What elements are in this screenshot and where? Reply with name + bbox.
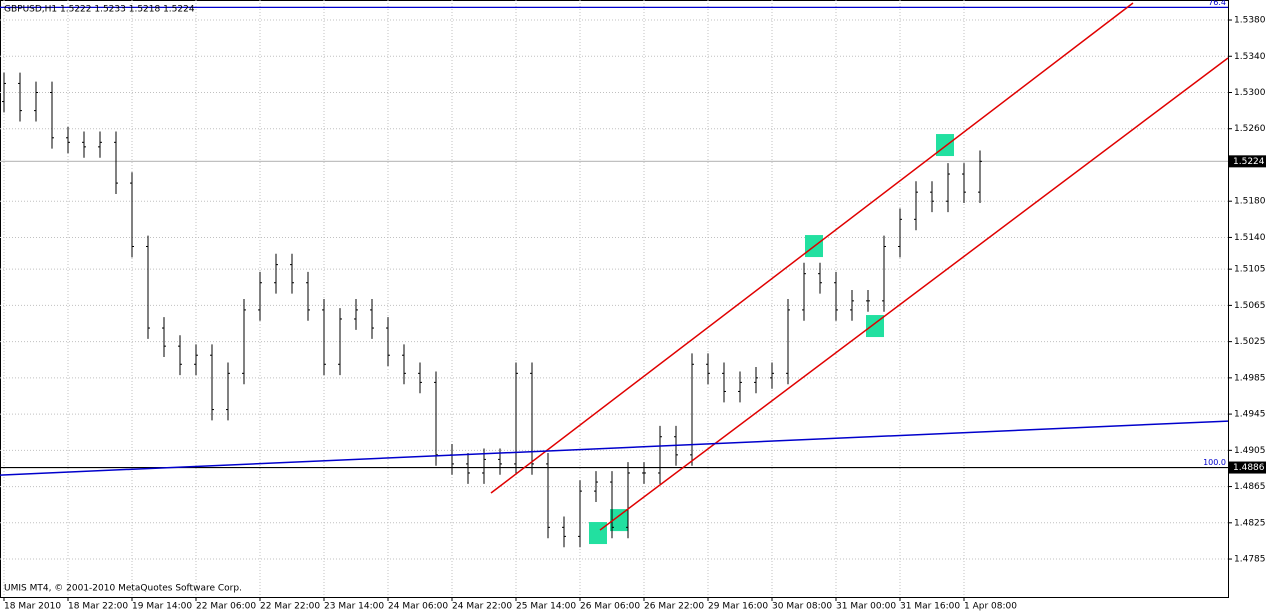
- y-tick-label: 1.4945: [1234, 410, 1266, 420]
- price-label: 1.5224: [1233, 157, 1265, 167]
- y-tick-label: 1.5340: [1234, 52, 1266, 62]
- price-box: [1229, 155, 1266, 168]
- y-tick-label: 1.5025: [1234, 337, 1266, 347]
- price-label: 1.4886: [1233, 463, 1265, 473]
- x-tick-label: 30 Mar 08:00: [772, 602, 832, 612]
- x-tick-label: 26 Mar 06:00: [580, 602, 640, 612]
- trend-line: [0, 420, 1229, 476]
- y-tick-label: 1.4985: [1234, 373, 1266, 383]
- fib-label: 76.4: [1208, 0, 1226, 7]
- x-tick-label: 24 Mar 22:00: [452, 602, 512, 612]
- x-tick-label: 1 Apr 08:00: [964, 602, 1017, 612]
- x-tick-label: 31 Mar 16:00: [900, 602, 960, 612]
- y-tick-label: 1.5260: [1234, 124, 1266, 134]
- price-box: [1229, 461, 1266, 474]
- y-tick-label: 1.5065: [1234, 301, 1266, 311]
- marker: [589, 522, 607, 545]
- x-tick-label: 31 Mar 00:00: [836, 602, 896, 612]
- x-tick-label: 25 Mar 14:00: [516, 602, 576, 612]
- y-tick-label: 1.5180: [1234, 197, 1266, 207]
- y-tick-label: 1.4865: [1234, 482, 1266, 492]
- y-tick-label: 1.4825: [1234, 518, 1266, 528]
- y-tick-label: 1.5140: [1234, 233, 1266, 243]
- x-tick-label: 29 Mar 16:00: [708, 602, 768, 612]
- chart-title: GBPUSD,H1 1.5222 1.5233 1.5218 1.5224: [4, 5, 195, 15]
- trend-line: [599, 57, 1229, 531]
- footer: UMIS MT4, © 2001-2010 MetaQuotes Softwar…: [4, 584, 242, 594]
- marker: [610, 509, 628, 532]
- y-tick-label: 1.4785: [1234, 555, 1266, 565]
- x-tick-label: 23 Mar 14:00: [324, 602, 384, 612]
- y-tick-label: 1.5380: [1234, 16, 1266, 26]
- x-tick-label: 26 Mar 22:00: [644, 602, 704, 612]
- x-tick-label: 22 Mar 06:00: [196, 602, 256, 612]
- fib-label: 100.0: [1203, 458, 1226, 467]
- trend-line: [490, 2, 1134, 494]
- plot-frame: [0, 0, 1229, 598]
- x-tick-label: 22 Mar 22:00: [260, 602, 320, 612]
- y-tick-label: 1.5105: [1234, 265, 1266, 275]
- marker: [936, 134, 954, 157]
- x-tick-label: 18 Mar 2010: [4, 602, 61, 612]
- y-tick-label: 1.4905: [1234, 446, 1266, 456]
- x-tick-label: 24 Mar 06:00: [388, 602, 448, 612]
- x-tick-label: 19 Mar 14:00: [132, 602, 192, 612]
- y-tick-label: 1.5300: [1234, 88, 1266, 98]
- x-tick-label: 18 Mar 22:00: [68, 602, 128, 612]
